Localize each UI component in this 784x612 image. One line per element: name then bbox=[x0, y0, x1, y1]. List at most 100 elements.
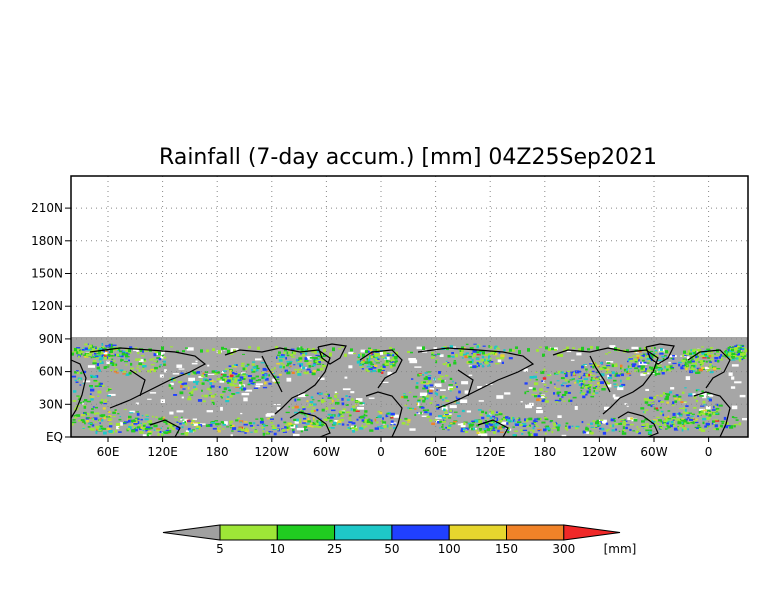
no-data-cell bbox=[169, 411, 174, 415]
rain-cell bbox=[507, 429, 510, 431]
rain-cell bbox=[646, 369, 652, 372]
rain-cell bbox=[716, 368, 721, 370]
rain-cell bbox=[233, 384, 237, 387]
rain-cell bbox=[476, 351, 480, 354]
rain-cell bbox=[531, 393, 535, 396]
coastline bbox=[589, 355, 611, 393]
rain-cell bbox=[220, 376, 224, 379]
no-data-cell bbox=[188, 377, 195, 382]
rain-cell bbox=[119, 416, 122, 418]
rain-cell bbox=[131, 429, 136, 433]
rain-cell bbox=[706, 424, 709, 428]
no-data-cell bbox=[243, 397, 248, 402]
rain-cell bbox=[720, 420, 725, 423]
rain-cell bbox=[373, 352, 378, 355]
rain-cell bbox=[189, 392, 192, 395]
rain-cell bbox=[592, 377, 596, 380]
no-data-cell bbox=[357, 407, 364, 410]
rain-cell bbox=[381, 356, 385, 359]
latitude-tick-label: EQ bbox=[46, 430, 63, 444]
rain-cell bbox=[429, 412, 432, 416]
rain-cell bbox=[290, 348, 295, 351]
rain-cell bbox=[82, 400, 85, 403]
rain-cell bbox=[557, 370, 562, 373]
rain-cell bbox=[308, 365, 312, 368]
no-data-cell bbox=[536, 407, 542, 409]
rain-cell bbox=[445, 360, 448, 363]
rain-cell bbox=[103, 366, 107, 369]
rain-cell bbox=[132, 423, 134, 426]
rain-cell bbox=[502, 425, 505, 428]
rain-cell bbox=[346, 428, 349, 430]
rain-cell bbox=[487, 417, 489, 420]
no-data-cell bbox=[481, 433, 488, 438]
rain-cell bbox=[404, 417, 408, 420]
no-data-cell bbox=[654, 362, 662, 364]
rain-cell bbox=[319, 418, 322, 420]
rain-cell bbox=[371, 352, 374, 355]
rain-cell bbox=[156, 357, 160, 359]
rain-cell bbox=[702, 409, 707, 412]
rain-cell bbox=[449, 377, 453, 380]
rain-cell bbox=[709, 363, 712, 367]
rain-cell bbox=[447, 425, 451, 429]
rain-cell bbox=[296, 418, 299, 422]
rain-cell bbox=[359, 402, 363, 405]
rain-cell bbox=[581, 365, 585, 369]
rain-cell bbox=[199, 379, 202, 382]
rain-cell bbox=[629, 360, 634, 362]
rain-cell bbox=[182, 419, 185, 421]
no-data-cell bbox=[382, 422, 385, 425]
rain-cell bbox=[727, 351, 729, 354]
rain-cell bbox=[447, 363, 451, 366]
rain-cell bbox=[210, 385, 215, 388]
rain-cell bbox=[275, 346, 278, 350]
rain-cell bbox=[339, 410, 343, 414]
rain-cell bbox=[525, 419, 529, 423]
rain-cell bbox=[613, 383, 617, 385]
rain-cell bbox=[627, 358, 631, 362]
rain-cell bbox=[175, 419, 178, 421]
rain-cell bbox=[128, 371, 132, 375]
rain-cell bbox=[202, 400, 206, 403]
rain-cell bbox=[136, 411, 139, 413]
rain-cell bbox=[602, 386, 607, 388]
rain-cell bbox=[105, 345, 109, 347]
rain-cell bbox=[248, 379, 253, 383]
rain-cell bbox=[257, 346, 260, 350]
rain-cell bbox=[454, 382, 457, 384]
rain-cell bbox=[463, 429, 465, 432]
rain-cell bbox=[708, 398, 712, 402]
rain-cell bbox=[211, 399, 215, 402]
no-data-cell bbox=[176, 364, 183, 368]
rain-cell bbox=[234, 378, 238, 381]
rain-cell bbox=[735, 357, 739, 360]
rain-cell bbox=[564, 373, 567, 375]
rain-cell bbox=[386, 354, 391, 356]
no-data-cell bbox=[176, 410, 184, 413]
rain-cell bbox=[551, 427, 557, 430]
rain-cell bbox=[443, 408, 446, 412]
rain-cell bbox=[727, 346, 731, 350]
rain-cell bbox=[458, 390, 461, 394]
rain-cell bbox=[684, 363, 689, 367]
rain-cell bbox=[633, 358, 638, 361]
rain-cell bbox=[262, 367, 267, 371]
rain-cell bbox=[425, 385, 430, 387]
rain-cell bbox=[392, 361, 395, 365]
rain-cell bbox=[261, 426, 264, 429]
rain-cell bbox=[154, 366, 158, 370]
rain-cell bbox=[563, 349, 566, 351]
rain-cell bbox=[447, 364, 450, 368]
rain-cell bbox=[467, 355, 472, 358]
rain-cell bbox=[286, 371, 291, 375]
rain-cell bbox=[479, 429, 482, 432]
rain-cell bbox=[92, 375, 97, 378]
rain-cell bbox=[133, 419, 138, 422]
colorbar-label: 10 bbox=[270, 542, 285, 556]
rain-cell bbox=[361, 415, 364, 418]
no-data-cell bbox=[460, 399, 468, 403]
rain-cell bbox=[339, 413, 342, 415]
rain-cell bbox=[688, 393, 693, 396]
rain-cell bbox=[81, 348, 86, 351]
